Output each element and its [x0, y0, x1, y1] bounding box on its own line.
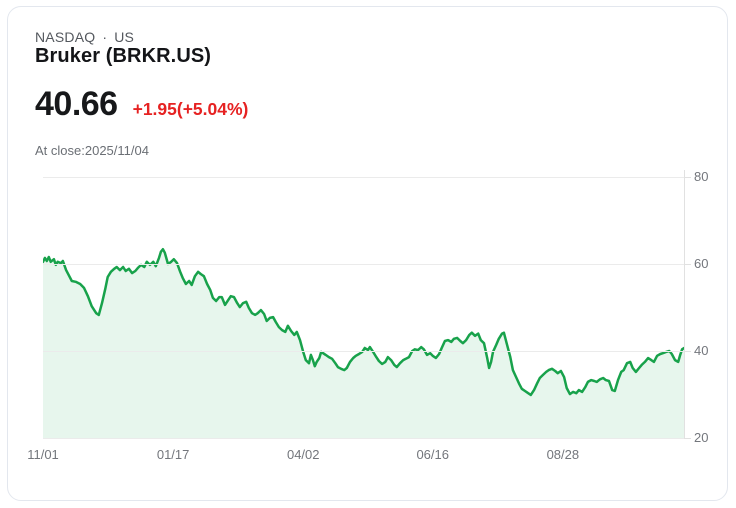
dot-separator: ·	[102, 29, 108, 45]
stock-card: NASDAQ · US Bruker (BRKR.US) 40.66 +1.95(+…	[7, 6, 728, 501]
x-axis-label: 04/02	[286, 447, 320, 462]
y-axis-tick	[684, 264, 691, 265]
y-axis-label: 60	[694, 256, 709, 271]
price-change: +1.95(+5.04%)	[132, 99, 249, 119]
price-chart-canvas	[43, 247, 684, 438]
gridline	[43, 264, 684, 265]
exchange-row: NASDAQ · US	[35, 29, 134, 45]
exchange-label: NASDAQ	[35, 29, 96, 45]
x-axis-label: 06/16	[416, 447, 449, 462]
last-price: 40.66	[35, 85, 118, 123]
y-axis-tick	[684, 177, 691, 178]
price-row: 40.66 +1.95(+5.04%)	[35, 85, 248, 124]
gridline	[43, 177, 684, 178]
as-of-date: At close:2025/11/04	[35, 143, 149, 158]
y-axis-tick	[684, 438, 691, 439]
gridline	[43, 351, 684, 352]
y-axis-label: 40	[694, 343, 709, 358]
gridline	[43, 438, 684, 439]
company-name: Bruker (BRKR.US)	[35, 45, 212, 67]
x-axis-label: 01/17	[156, 447, 190, 462]
y-axis-label: 80	[694, 169, 709, 184]
region-label: US	[114, 29, 135, 45]
y-axis-tick	[684, 351, 691, 352]
x-axis-label: 08/28	[546, 447, 580, 462]
y-axis-label: 20	[694, 430, 709, 445]
area-fill	[43, 249, 684, 438]
x-axis-label: 11/01	[27, 447, 59, 462]
y-axis-line	[684, 170, 685, 439]
